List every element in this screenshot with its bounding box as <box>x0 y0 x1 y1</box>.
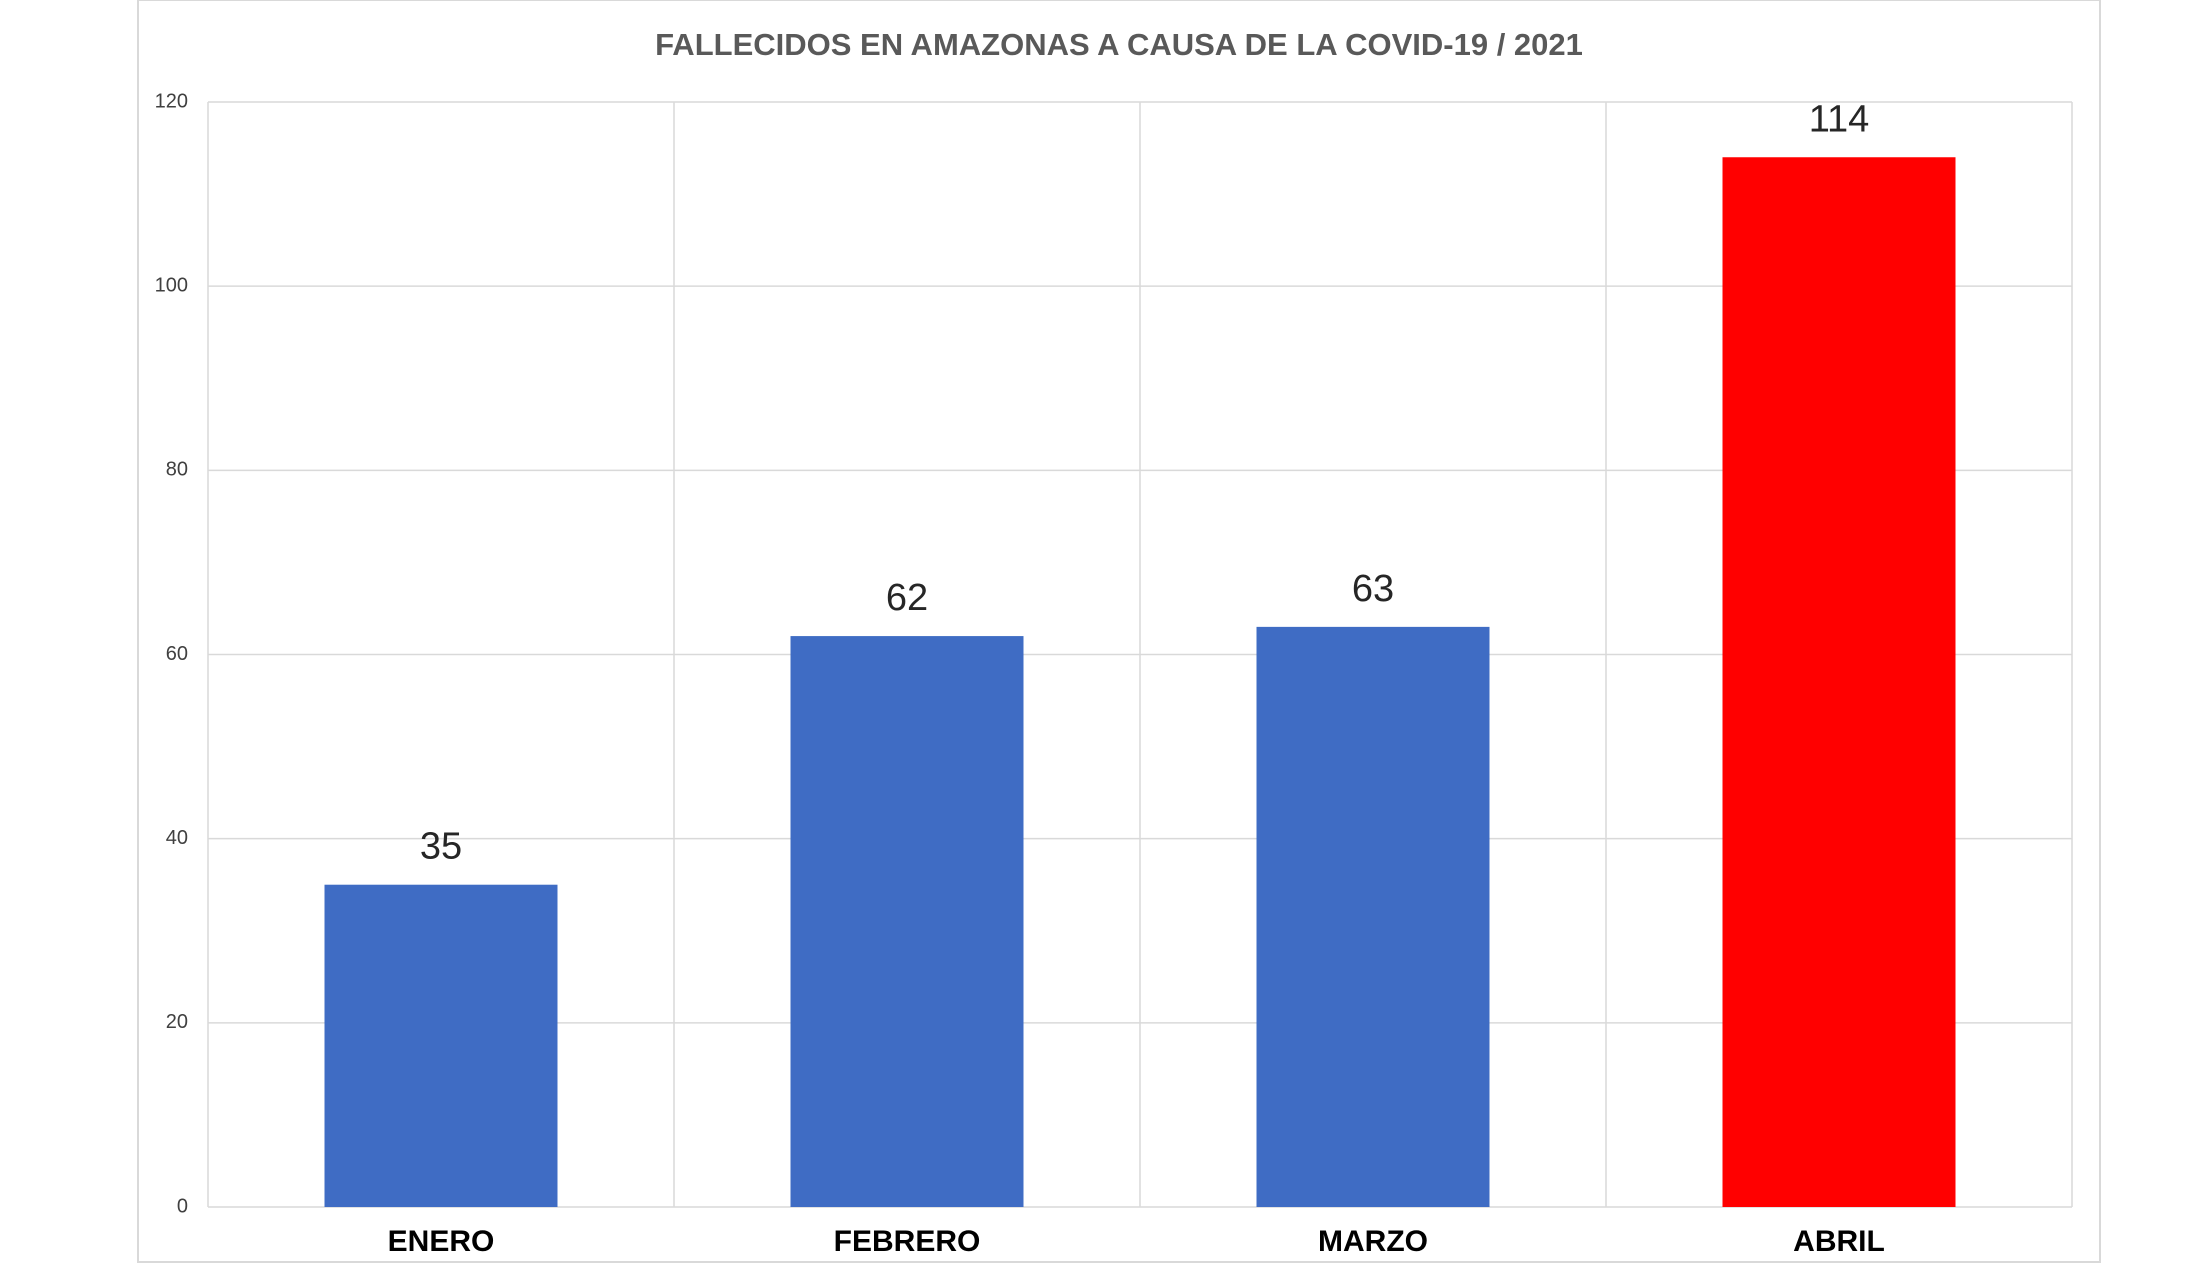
data-label: 62 <box>886 577 928 619</box>
chart-title: FALLECIDOS EN AMAZONAS A CAUSA DE LA COV… <box>655 27 1583 62</box>
data-label: 63 <box>1352 568 1394 610</box>
bar <box>1256 626 1490 1207</box>
data-label: 114 <box>1809 98 1870 140</box>
x-tick-label: MARZO <box>1318 1225 1428 1258</box>
y-tick-label: 80 <box>166 459 188 481</box>
y-tick-label: 0 <box>177 1195 188 1217</box>
y-tick-label: 120 <box>155 90 188 112</box>
y-tick-label: 100 <box>155 274 188 296</box>
y-tick-label: 40 <box>166 827 188 849</box>
bar <box>790 636 1024 1207</box>
x-tick-label: FEBRERO <box>834 1225 981 1258</box>
x-tick-label: ENERO <box>388 1225 495 1258</box>
y-tick-label: 20 <box>166 1011 188 1033</box>
bar <box>324 884 558 1207</box>
data-label: 35 <box>420 826 462 868</box>
y-tick-label: 60 <box>166 643 188 665</box>
bar <box>1722 157 1956 1207</box>
x-tick-label: ABRIL <box>1793 1225 1885 1258</box>
